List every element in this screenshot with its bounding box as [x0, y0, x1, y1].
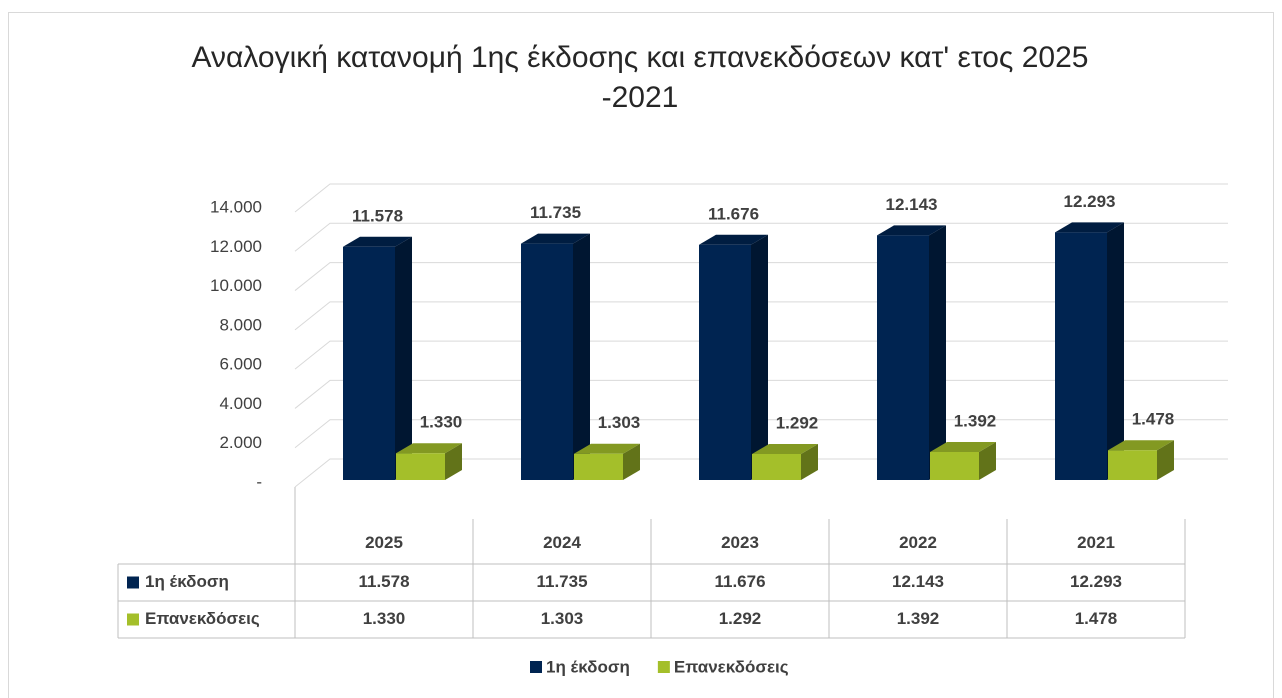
bar-face [445, 443, 462, 480]
y-tick-label: 14.000 [210, 197, 262, 216]
bar-face [396, 443, 462, 454]
data-label: 1.292 [776, 413, 819, 432]
table-cell: 1.292 [719, 609, 762, 628]
bar [521, 233, 590, 480]
bar-face [877, 235, 929, 480]
table-legend-key [127, 613, 139, 626]
bar-face [751, 234, 768, 480]
bar-face [623, 443, 640, 480]
data-label: 1.303 [598, 413, 641, 432]
bar [877, 225, 946, 480]
bar [1055, 222, 1124, 480]
bar-face [1108, 440, 1174, 451]
grid-line [294, 183, 1228, 213]
bar-face [930, 441, 996, 452]
y-tick-label: - [256, 472, 262, 491]
bar [1108, 440, 1174, 480]
data-label: 1.478 [1132, 410, 1175, 429]
bar-face [574, 453, 623, 480]
bar [396, 443, 462, 480]
legend-label: 1η έκδοση [546, 657, 630, 676]
y-tick-label: 2.000 [219, 433, 262, 452]
bar-face [521, 233, 590, 244]
bar-face [699, 244, 751, 480]
data-label: 12.293 [1064, 192, 1116, 211]
table-cell: 11.578 [358, 572, 409, 591]
table-cell: 12.143 [892, 572, 944, 591]
y-tick-label: 12.000 [210, 237, 262, 256]
bar-face [1108, 450, 1157, 480]
bar [930, 441, 996, 480]
bar-face [801, 443, 818, 480]
table-row-label: Επανεκδόσεις [145, 609, 260, 628]
y-tick-label: 6.000 [219, 355, 262, 374]
legend-key [657, 661, 670, 673]
x-tick-label: 2025 [365, 533, 403, 552]
bar-face [930, 451, 979, 480]
bar-face [343, 246, 395, 480]
table-legend-key [127, 576, 139, 589]
x-tick-label: 2024 [543, 533, 581, 552]
bar-face [574, 443, 640, 454]
x-tick-label: 2022 [899, 533, 937, 552]
data-label: 11.735 [530, 203, 581, 222]
bar-face [1055, 232, 1107, 480]
table-cell: 1.303 [541, 609, 584, 628]
bar [343, 236, 412, 480]
data-label: 12.143 [886, 195, 938, 214]
data-label: 11.578 [352, 206, 403, 225]
grid-line [294, 222, 1228, 252]
table-cell: 11.735 [536, 572, 587, 591]
bar-face [877, 225, 946, 236]
y-tick-label: 8.000 [219, 315, 262, 334]
bar-face [573, 233, 590, 480]
bar-face [929, 225, 946, 480]
data-label: 11.676 [708, 204, 759, 223]
bar [574, 443, 640, 480]
bar-face [1107, 222, 1124, 480]
chart-title: Αναλογική κατανομή 1ης έκδοσης και επανε… [191, 41, 1089, 114]
legend-key [530, 661, 542, 673]
table-cell: 11.676 [714, 572, 765, 591]
bar [699, 234, 768, 480]
bar-face [752, 443, 818, 454]
y-tick-label: 4.000 [219, 394, 262, 413]
chart-border [8, 12, 1274, 698]
legend-label: Επανεκδόσεις [674, 657, 789, 676]
table-cell: 1.392 [897, 609, 940, 628]
bar-face [1055, 222, 1124, 233]
bar-face [396, 453, 445, 480]
bar-face [979, 441, 996, 480]
x-tick-label: 2021 [1077, 533, 1115, 552]
data-label: 1.330 [420, 413, 463, 432]
bar-face [521, 243, 573, 480]
bar-face [699, 234, 768, 245]
bar-face [1157, 440, 1174, 480]
table-row-label: 1η έκδοση [145, 572, 229, 591]
table-cell: 1.330 [363, 609, 406, 628]
y-tick-label: 10.000 [210, 276, 262, 295]
data-label: 1.392 [954, 411, 997, 430]
bar-face [395, 236, 412, 480]
bar-face [343, 236, 412, 247]
bar-face [752, 453, 801, 480]
table-cell: 1.478 [1075, 609, 1118, 628]
bar [752, 443, 818, 480]
table-cell: 12.293 [1070, 572, 1122, 591]
x-tick-label: 2023 [721, 533, 759, 552]
